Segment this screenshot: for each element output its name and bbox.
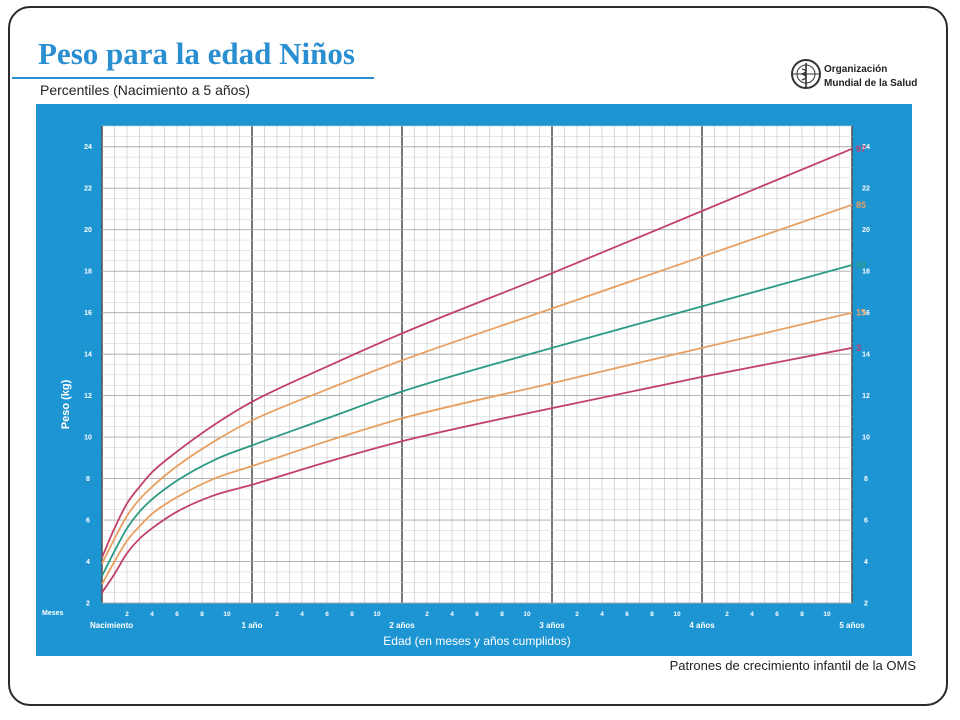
- percentile-50-label: 50: [856, 260, 866, 270]
- y-tick-label-right: 8: [864, 476, 868, 483]
- x-year-label: 3 años: [539, 621, 565, 630]
- percentile-15-label: 15: [856, 308, 866, 318]
- x-month-tick-label: 6: [325, 611, 329, 618]
- x-month-tick-label: 10: [523, 611, 531, 618]
- y-tick-label-left: 8: [86, 476, 90, 483]
- x-month-tick-label: 6: [175, 611, 179, 618]
- percentile-97-label: 97: [856, 144, 866, 154]
- y-tick-label-left: 12: [84, 393, 92, 400]
- x-year-label: Nacimiento: [90, 621, 133, 630]
- y-tick-label-left: 2: [86, 601, 90, 608]
- x-month-tick-label: 8: [500, 611, 504, 618]
- x-month-tick-label: 2: [725, 611, 729, 618]
- y-tick-label-left: 14: [84, 352, 92, 359]
- x-month-tick-label: 2: [275, 611, 279, 618]
- x-year-label: 2 años: [389, 621, 415, 630]
- x-month-tick-label: 8: [350, 611, 354, 618]
- y-tick-label-right: 16: [862, 310, 870, 317]
- x-row-label: Meses: [42, 610, 64, 617]
- x-month-tick-label: 2: [425, 611, 429, 618]
- x-year-label: 5 años: [839, 621, 865, 630]
- y-tick-label-left: 24: [84, 144, 92, 151]
- y-tick-label-left: 22: [84, 186, 92, 193]
- source-note: Patrones de crecimiento infantil de la O…: [669, 658, 916, 673]
- page-title: Peso para la edad Niños: [38, 36, 355, 71]
- x-month-tick-label: 6: [475, 611, 479, 618]
- x-month-tick-label: 8: [200, 611, 204, 618]
- y-tick-label-right: 4: [864, 559, 868, 566]
- chart-panel: 2 2 4 4 6 6 8 8 10 10 12 12 14 14 16 16 18 18 20 20 22 22 24 24…: [36, 104, 912, 656]
- y-tick-label-right: 14: [862, 352, 870, 359]
- x-month-tick-label: 4: [600, 611, 604, 618]
- percentile-50-line: [101, 264, 853, 577]
- y-tick-label-right: 18: [862, 269, 870, 276]
- x-month-tick-label: 4: [750, 611, 754, 618]
- y-tick-label-right: 22: [862, 186, 870, 193]
- y-tick-label-left: 4: [86, 559, 90, 566]
- y-tick-label-left: 6: [86, 518, 90, 525]
- x-month-tick-label: 10: [823, 611, 831, 618]
- percentile-85-line: [101, 203, 853, 565]
- chart-subtitle: Percentiles (Nacimiento a 5 años): [40, 82, 251, 98]
- percentile-15-line: [101, 311, 853, 585]
- y-tick-label-right: 10: [862, 435, 870, 442]
- x-month-tick-label: 4: [300, 611, 304, 618]
- x-year-label: 4 años: [689, 621, 715, 630]
- x-month-tick-label: 4: [450, 611, 454, 618]
- y-tick-label-right: 24: [862, 144, 870, 151]
- x-month-tick-label: 8: [800, 611, 804, 618]
- logo-text-line2: Mundial de la Salud: [824, 78, 918, 89]
- who-emblem-icon: [791, 59, 821, 89]
- title-underline: [12, 77, 374, 79]
- x-month-tick-label: 10: [673, 611, 681, 618]
- y-tick-label-left: 18: [84, 269, 92, 276]
- who-logo: Organización Mundial de la Salud: [790, 58, 930, 98]
- x-axis-label: Edad (en meses y años cumplidos): [383, 634, 570, 648]
- x-month-tick-label: 10: [223, 611, 231, 618]
- y-tick-label-right: 12: [862, 393, 870, 400]
- logo-text-line1: Organización: [824, 64, 888, 75]
- percentile-85-label: 85: [856, 200, 866, 210]
- x-month-tick-label: 6: [625, 611, 629, 618]
- y-tick-label-right: 20: [862, 227, 870, 234]
- percentile-3-line: [101, 347, 853, 594]
- y-tick-label-left: 20: [84, 227, 92, 234]
- x-year-label: 1 año: [242, 621, 263, 630]
- y-axis-label: Peso (kg): [60, 379, 72, 429]
- x-month-tick-label: 10: [373, 611, 381, 618]
- x-month-tick-label: 8: [650, 611, 654, 618]
- x-month-tick-label: 4: [150, 611, 154, 618]
- percentile-3-label: 3: [856, 343, 861, 353]
- y-tick-label-right: 2: [864, 601, 868, 608]
- x-month-tick-label: 2: [125, 611, 129, 618]
- x-month-tick-label: 6: [775, 611, 779, 618]
- percentile-97-line: [101, 147, 853, 558]
- y-tick-label-left: 16: [84, 310, 92, 317]
- y-tick-label-right: 6: [864, 518, 868, 525]
- y-tick-label-left: 10: [84, 435, 92, 442]
- x-month-tick-label: 2: [575, 611, 579, 618]
